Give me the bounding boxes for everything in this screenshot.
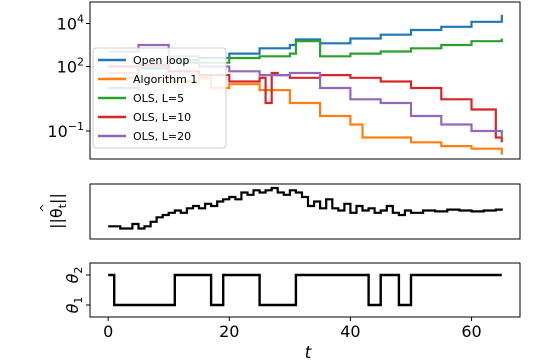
theta-norm-ylabel: ||θt|| (47, 193, 69, 229)
mode-ytick-label-0: θ1 (63, 297, 85, 314)
xtick-label-1: 20 (219, 322, 239, 341)
x-axis-label: t (305, 343, 313, 363)
legend-label-0: Open loop (133, 54, 189, 67)
mode-series (108, 273, 502, 307)
top-panel-yticks: 104 102 10−1 (47, 13, 90, 141)
ytick-label-2: 10−1 (47, 120, 84, 141)
xtick-label-2: 40 (340, 322, 360, 341)
legend-label-4: OLS, L=20 (133, 130, 191, 143)
mode-ytick-label-1: θ2 (63, 267, 85, 284)
theta-norm-panel-frame (89, 183, 521, 240)
ytick-label-0: 104 (57, 13, 84, 34)
top-panel-frame (89, 1, 521, 160)
legend-label-3: OLS, L=10 (133, 111, 191, 124)
theta-norm-line (108, 186, 503, 230)
legend-box (92, 47, 227, 149)
xtick-label-3: 60 (461, 322, 481, 341)
theta-norm-panel: ||θt|| ^ (38, 183, 521, 240)
xtick-label-0: 0 (103, 322, 113, 341)
legend: Open loop Algorithm 1 OLS, L=5 OLS, L=10 OLS… (92, 47, 227, 149)
legend-label-2: OLS, L=5 (133, 92, 184, 105)
ytick-label-1: 102 (57, 56, 84, 77)
theta-norm-series (108, 186, 503, 230)
theta-hat-accent: ^ (38, 203, 51, 212)
mode-yticks: θ1 θ2 (63, 267, 90, 314)
mode-line (108, 273, 502, 307)
mode-panel-frame (89, 262, 521, 318)
mode-panel: θ1 θ2 0 20 40 60 t (63, 262, 521, 363)
legend-label-1: Algorithm 1 (133, 73, 197, 86)
mode-xticks: 0 20 40 60 (103, 317, 482, 341)
